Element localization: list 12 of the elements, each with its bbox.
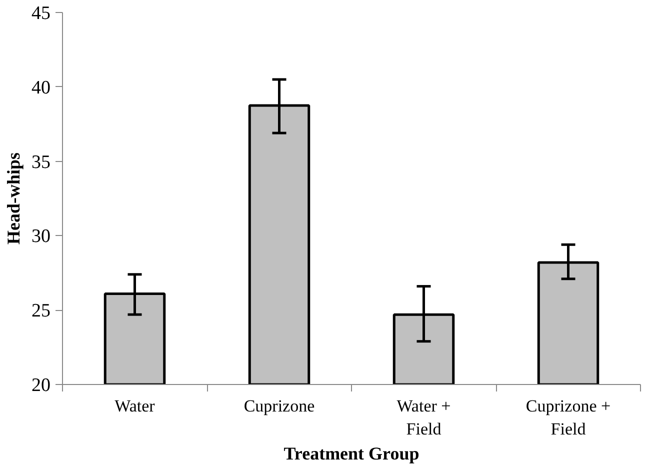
- x-tick-label: Cuprizone: [244, 396, 315, 416]
- y-tick-label: 20: [32, 375, 50, 396]
- x-axis-title: Treatment Group: [284, 443, 420, 464]
- x-tick-label: Water + Field: [396, 396, 451, 438]
- x-tick-label: Cuprizone + Field: [526, 396, 611, 438]
- y-tick-label: 45: [32, 3, 50, 24]
- y-tick-label: 40: [32, 77, 50, 98]
- y-tick-label: 25: [32, 300, 50, 322]
- y-axis-title: Head-whips: [4, 152, 24, 245]
- y-tick-label: 30: [32, 226, 50, 248]
- x-tick-label: Water: [114, 396, 156, 416]
- y-tick-label: 35: [32, 152, 50, 173]
